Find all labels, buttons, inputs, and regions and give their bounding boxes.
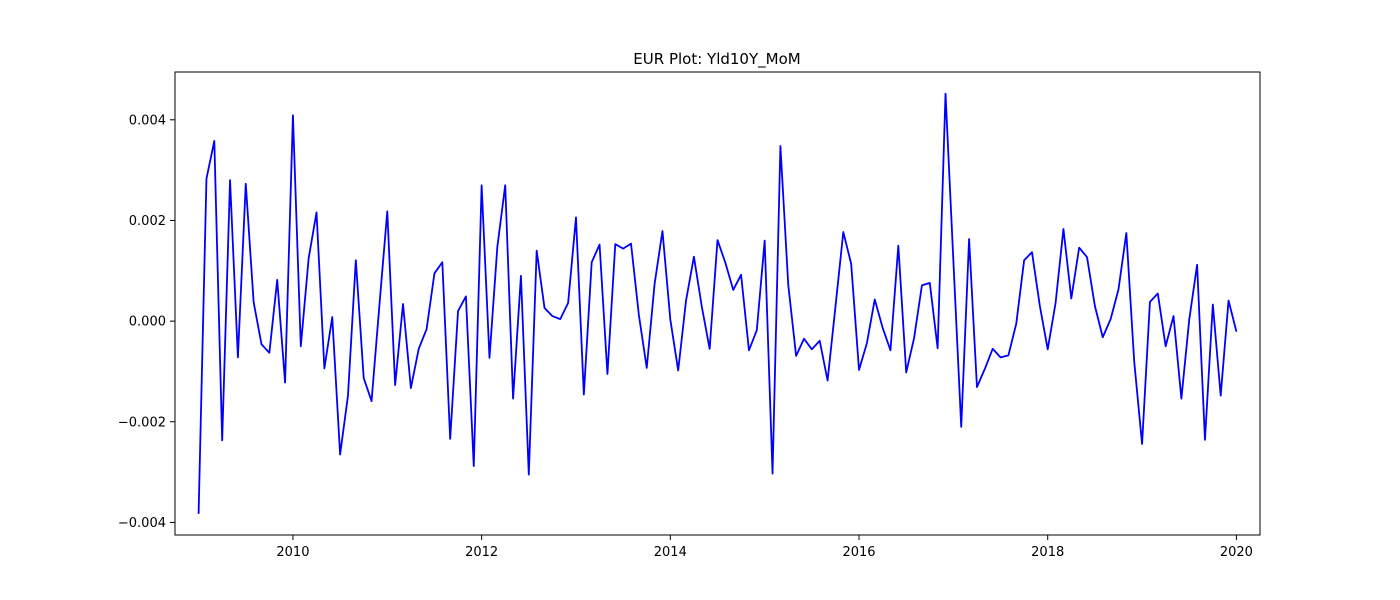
x-tick-label: 2018 (1031, 545, 1064, 560)
chart-title: EUR Plot: Yld10Y_MoM (633, 50, 800, 69)
series-layer (197, 92, 1238, 514)
plot-area-frame (174, 71, 1261, 536)
x-tick-label: 2014 (654, 545, 687, 560)
x-axis: 2010 2012 2014 2016 2018 2020 (276, 535, 1253, 560)
x-tick-label: 2016 (842, 545, 875, 560)
y-tick-label: 0.000 (129, 315, 166, 330)
y-tick-label: −0.004 (118, 516, 166, 531)
x-tick-label: 2010 (276, 545, 309, 560)
y-tick-label: −0.002 (118, 415, 166, 430)
series-line (197, 92, 1238, 514)
x-tick-label: 2012 (465, 545, 498, 560)
y-tick-label: 0.004 (129, 113, 166, 128)
x-tick-label: 2020 (1220, 545, 1253, 560)
y-tick-label: 0.002 (129, 214, 166, 229)
y-axis: −0.004 −0.002 0.000 0.002 0.004 (118, 113, 175, 531)
